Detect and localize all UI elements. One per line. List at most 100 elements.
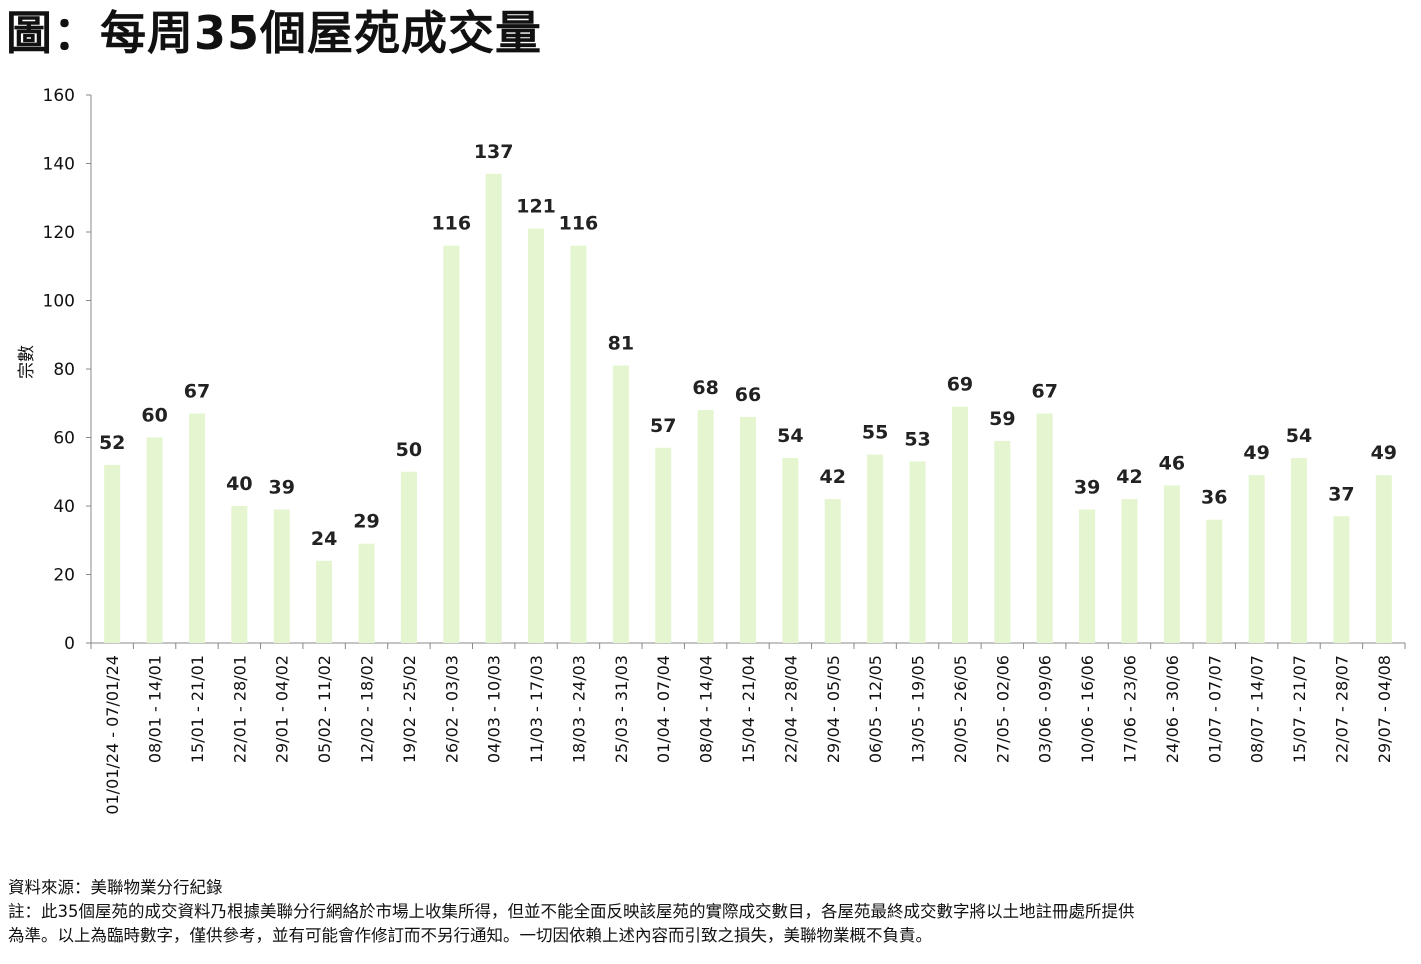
bar	[485, 173, 502, 643]
data-label: 116	[431, 213, 471, 235]
bar	[740, 416, 756, 643]
chart-labels: 52 01/01/24 - 07/01/24 60 08/01 - 14/01 67 15…	[99, 141, 1397, 815]
data-label: 116	[559, 213, 599, 235]
x-tick-label: 01/07 - 07/07	[1205, 655, 1224, 763]
data-label: 54	[777, 425, 803, 447]
x-tick-label: 15/01 - 21/01	[188, 655, 207, 763]
data-label: 36	[1201, 487, 1227, 509]
x-tick-label: 26/02 - 03/03	[442, 655, 461, 763]
bar	[1248, 475, 1265, 643]
data-label: 46	[1159, 452, 1185, 474]
x-tick-label: 08/07 - 14/07	[1248, 655, 1267, 763]
x-tick-label: 01/01/24 - 07/01/24	[103, 655, 122, 815]
bar	[1121, 499, 1138, 643]
chart-title: 圖：每周35個屋苑成交量	[6, 6, 543, 60]
bar	[1291, 458, 1308, 643]
x-tick-label: 29/04 - 05/05	[824, 655, 843, 763]
data-label: 53	[904, 428, 930, 450]
bar	[188, 413, 205, 643]
x-tick-label: 22/01 - 28/01	[230, 655, 249, 763]
data-label: 49	[1371, 442, 1397, 464]
data-label: 60	[141, 405, 167, 427]
bar	[867, 454, 884, 643]
x-tick-label: 08/04 - 14/04	[697, 655, 716, 763]
data-label: 68	[692, 377, 718, 399]
bar	[570, 245, 587, 643]
data-label: 67	[1031, 381, 1057, 403]
bar	[1206, 519, 1223, 643]
bar	[273, 509, 290, 643]
x-tick-label: 05/02 - 11/02	[315, 655, 334, 763]
x-tick-label: 06/05 - 12/05	[866, 655, 885, 763]
bar	[1375, 475, 1392, 643]
disclaimer-line-1: 註：此35個屋苑的成交資料乃根據美聯分行網絡於市場上收集所得，但並不能全面反映該…	[8, 902, 1135, 921]
data-label: 54	[1286, 425, 1312, 447]
y-tick-label: 20	[53, 566, 75, 586]
x-tick-label: 10/06 - 16/06	[1078, 655, 1097, 763]
data-label: 42	[820, 466, 846, 488]
data-label: 39	[1074, 476, 1100, 498]
bar	[697, 410, 714, 643]
x-tick-label: 27/05 - 02/06	[993, 655, 1012, 763]
data-label: 37	[1328, 483, 1354, 505]
data-label: 59	[989, 408, 1015, 430]
y-tick-label: 60	[53, 429, 75, 449]
y-tick-label: 80	[53, 360, 75, 380]
x-tick-label: 19/02 - 25/02	[400, 655, 419, 763]
bar	[316, 560, 333, 643]
y-tick-label: 120	[43, 223, 75, 243]
data-label: 81	[608, 333, 634, 355]
x-tick-label: 29/07 - 04/08	[1375, 655, 1394, 763]
x-tick-label: 22/04 - 28/04	[781, 655, 800, 763]
bar	[655, 447, 672, 643]
data-label: 40	[226, 473, 252, 495]
data-label: 57	[650, 415, 676, 437]
x-tick-label: 29/01 - 04/02	[273, 655, 292, 763]
bar	[951, 406, 968, 643]
bar	[824, 499, 841, 643]
y-tick-label: 140	[43, 155, 75, 175]
bar	[231, 506, 248, 643]
bar	[612, 365, 629, 643]
data-label: 121	[516, 196, 556, 218]
x-tick-label: 13/05 - 19/05	[909, 655, 928, 763]
bar	[1333, 516, 1350, 643]
y-tick-label: 100	[43, 292, 75, 312]
x-tick-label: 01/04 - 07/04	[654, 655, 673, 763]
bar	[1163, 485, 1180, 643]
data-label: 50	[396, 439, 422, 461]
data-label: 55	[862, 422, 888, 444]
x-tick-label: 03/06 - 09/06	[1036, 655, 1055, 763]
bar	[1036, 413, 1053, 643]
x-tick-label: 24/06 - 30/06	[1163, 655, 1182, 763]
y-axis-label: 宗數	[17, 345, 37, 379]
bar	[104, 464, 121, 643]
data-label: 52	[99, 432, 125, 454]
data-label: 24	[311, 528, 337, 550]
data-label: 137	[474, 141, 514, 163]
x-tick-label: 25/03 - 31/03	[612, 655, 631, 763]
chart-axes: 0 20 40 60 80 100 120 140 160	[43, 86, 1406, 654]
bar	[358, 543, 375, 643]
bar	[782, 458, 799, 643]
chart-footer: 資料來源：美聯物業分行紀錄 註：此35個屋苑的成交資料乃根據美聯分行網絡於市場上…	[8, 876, 1408, 948]
x-tick-label: 22/07 - 28/07	[1332, 655, 1351, 763]
data-label: 42	[1116, 466, 1142, 488]
data-label: 29	[353, 511, 379, 533]
y-tick-label: 160	[43, 86, 75, 106]
bar	[400, 471, 417, 643]
source-note: 資料來源：美聯物業分行紀錄	[8, 878, 223, 897]
data-label: 49	[1243, 442, 1269, 464]
x-tick-label: 17/06 - 23/06	[1120, 655, 1139, 763]
disclaimer-line-2: 為準。以上為臨時數字，僅供參考，並有可能會作修訂而不另行通知。一切因依賴上述內容…	[8, 926, 932, 945]
x-tick-label: 18/03 - 24/03	[569, 655, 588, 763]
x-tick-label: 04/03 - 10/03	[485, 655, 504, 763]
chart-bars	[104, 173, 1392, 643]
x-tick-label: 12/02 - 18/02	[358, 655, 377, 763]
bar	[443, 245, 460, 643]
bar	[146, 437, 163, 643]
y-tick-label: 0	[64, 634, 75, 654]
x-tick-label: 15/04 - 21/04	[739, 655, 758, 763]
x-tick-label: 11/03 - 17/03	[527, 655, 546, 763]
